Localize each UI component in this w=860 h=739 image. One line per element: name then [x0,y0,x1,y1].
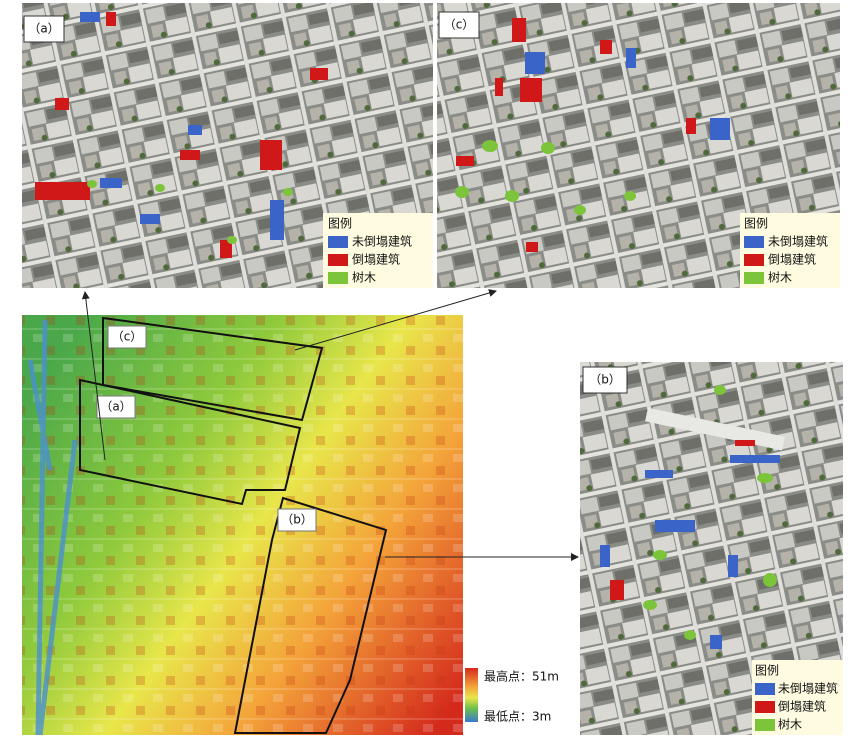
elevation-bar [465,668,478,722]
panel-label-box [438,11,480,39]
legend-item: 树木 [352,270,376,285]
legend-item: 倒塌建筑 [778,699,826,714]
legend: 图例 未倒塌建筑 倒塌建筑 树木 [740,213,840,288]
panel-label: （c） [444,18,475,32]
legend-item: 树木 [778,717,802,732]
region-outlines [79,316,388,734]
legend-item: 未倒塌建筑 [778,681,838,696]
legend-title: 图例 [744,217,768,231]
region-label: （c） [112,330,143,344]
legend: 图例 未倒塌建筑 倒塌建筑 树木 [323,213,433,288]
legend-item: 倒塌建筑 [768,252,816,267]
elevation-max: 最高点：51m [484,669,559,684]
legend-item: 未倒塌建筑 [768,234,828,249]
markers [35,12,328,258]
legend-item: 倒塌建筑 [352,252,400,267]
legend: 图例 未倒塌建筑 倒塌建筑 树木 [752,660,843,735]
arrows [81,289,579,561]
panel-a: （a） 图例 未倒塌建筑 倒塌建筑 树木 [22,3,433,288]
elevation-min: 最低点：3m [484,710,551,724]
legend-title: 图例 [755,664,779,678]
markers [455,18,730,252]
panel-label: （b） [589,373,621,387]
legend-title: 图例 [328,217,352,231]
dem-map: （c） （a） （b） 最高点：51m 最低点：3m [22,315,559,736]
panel-label-box [23,15,65,43]
region-label: （a） [100,400,131,414]
markers [600,385,785,649]
legend-item: 树木 [768,270,792,285]
panel-label-box [582,366,628,394]
panel-b: （b） 图例 未倒塌建筑 倒塌建筑 树木 [580,362,843,735]
region-label: （b） [281,513,313,527]
legend-item: 未倒塌建筑 [352,234,412,249]
panel-label: （a） [28,22,59,36]
panel-c: （c） 图例 未倒塌建筑 倒塌建筑 树木 [437,3,840,288]
